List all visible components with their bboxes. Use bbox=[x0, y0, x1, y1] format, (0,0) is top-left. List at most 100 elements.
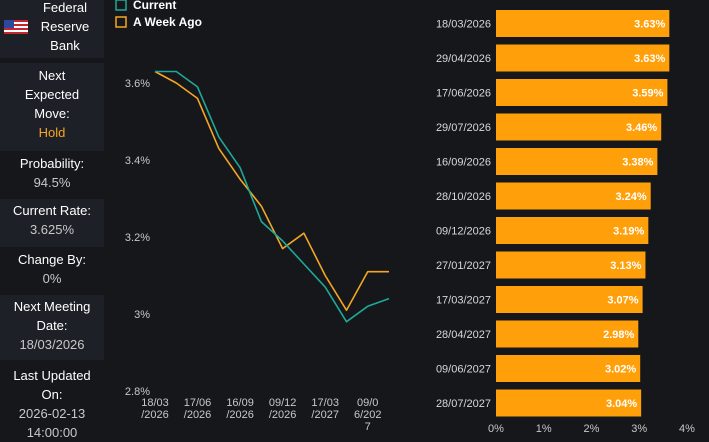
change-by-label: Change By: bbox=[18, 252, 86, 267]
bar-category-label: 28/07/2027 bbox=[436, 398, 491, 410]
line-x-tick-label: 16/09 bbox=[226, 397, 254, 409]
next-meeting-label-2: Date: bbox=[36, 318, 68, 333]
line-y-axis: 3.6% 3.4% 3.2% 3% 2.8% bbox=[125, 78, 150, 398]
change-by-value: 0% bbox=[42, 271, 62, 286]
bar-value-label: 3.19% bbox=[613, 226, 644, 238]
last-updated-label-2: On: bbox=[41, 387, 63, 402]
next-move-label-1: Next bbox=[38, 68, 66, 83]
probability-value: 94.5% bbox=[33, 175, 71, 190]
bar-group: 18/03/2026 3.63% 29/04/2026 3.63% 17/06/2026… bbox=[436, 10, 670, 417]
next-move-label-3: Move: bbox=[34, 106, 70, 121]
probability-label: Probability: bbox=[19, 156, 85, 171]
probability-panel: Probability: 94.5% bbox=[0, 154, 104, 198]
line-x-tick-label: 7 bbox=[365, 421, 371, 433]
bar-value-label: 3.59% bbox=[632, 88, 663, 100]
bank-header: Federal Reserve Bank bbox=[0, 0, 104, 58]
series-line-current[interactable] bbox=[155, 70, 390, 323]
line-x-tick-label: /2027 bbox=[311, 409, 339, 421]
probability-bar[interactable] bbox=[496, 44, 670, 72]
series-line-week-ago[interactable] bbox=[154, 70, 389, 312]
bar-category-label: 16/09/2026 bbox=[436, 157, 491, 169]
bar-category-label: 09/12/2026 bbox=[436, 226, 491, 238]
probability-bar[interactable] bbox=[496, 148, 658, 175]
legend-week-ago-label[interactable]: A Week Ago bbox=[133, 15, 202, 29]
line-x-axis: 18/03/202617/06/202616/09/202609/12/2026… bbox=[141, 397, 381, 433]
probability-bar[interactable] bbox=[496, 113, 662, 141]
change-by-panel: Change By: 0% bbox=[0, 250, 104, 294]
bar-category-label: 17/06/2026 bbox=[436, 88, 491, 100]
bar-value-label: 2.98% bbox=[603, 329, 634, 341]
bar-x-axis: 0% 1% 2% 3% 4% bbox=[488, 423, 695, 435]
current-rate-value: 3.625% bbox=[29, 222, 75, 237]
bar-x-tick-label: 1% bbox=[536, 423, 552, 435]
last-updated-panel: Last Updated On: 2026-02-13 14:00:00 bbox=[0, 366, 104, 440]
bar-category-label: 09/06/2027 bbox=[436, 364, 491, 376]
line-x-tick-label: /2026 bbox=[184, 409, 212, 421]
next-meeting-panel: Next Meeting Date: 18/03/2026 bbox=[0, 295, 104, 360]
line-x-tick-label: /2026 bbox=[269, 409, 297, 421]
next-meeting-label-1: Next Meeting bbox=[13, 299, 91, 314]
bar-x-tick-label: 3% bbox=[631, 423, 647, 435]
probability-bar[interactable] bbox=[496, 182, 651, 210]
next-move-label-2: Expected bbox=[24, 87, 80, 102]
legend-week-ago-swatch[interactable] bbox=[115, 16, 127, 28]
rate-info-sidebar: Federal Reserve Bank Next Expected Move:… bbox=[0, 0, 104, 440]
bar-category-label: 17/03/2027 bbox=[436, 295, 491, 307]
bar-x-tick-label: 4% bbox=[679, 423, 695, 435]
line-y-tick-label: 2.8% bbox=[125, 386, 150, 398]
probability-bar[interactable] bbox=[496, 217, 649, 244]
bar-value-label: 3.38% bbox=[622, 157, 653, 169]
bar-category-label: 29/07/2026 bbox=[436, 122, 491, 134]
last-updated-value-1: 2026-02-13 bbox=[18, 406, 86, 421]
line-x-tick-label: /2026 bbox=[141, 409, 169, 421]
bar-category-label: 28/04/2027 bbox=[436, 329, 491, 341]
line-y-tick-label: 3.6% bbox=[125, 78, 150, 90]
us-flag-icon bbox=[4, 20, 28, 34]
bar-x-tick-label: 2% bbox=[584, 423, 600, 435]
probability-bar[interactable] bbox=[496, 10, 670, 37]
bar-value-label: 3.63% bbox=[634, 53, 665, 65]
legend-current-label[interactable]: Current bbox=[133, 0, 176, 12]
next-move-panel: Next Expected Move: Hold bbox=[0, 63, 104, 151]
current-rate-panel: Current Rate: 3.625% bbox=[0, 199, 104, 247]
bar-category-label: 28/10/2026 bbox=[436, 191, 491, 203]
line-x-tick-label: 6/202 bbox=[354, 409, 382, 421]
bank-name-line3: Bank bbox=[50, 38, 80, 53]
line-x-tick-label: 18/03 bbox=[141, 397, 169, 409]
line-x-tick-label: 09/0 bbox=[357, 397, 378, 409]
legend-current-swatch[interactable] bbox=[115, 0, 127, 11]
last-updated-value-2: 14:00:00 bbox=[26, 425, 78, 440]
line-series-group bbox=[154, 70, 390, 323]
bank-name-line2: Reserve bbox=[40, 19, 90, 34]
line-x-tick-label: 17/06 bbox=[184, 397, 212, 409]
line-y-tick-label: 3.2% bbox=[125, 232, 150, 244]
line-legend[interactable]: Current A Week Ago bbox=[115, 0, 202, 29]
rate-probability-bar-chart: 18/03/2026 3.63% 29/04/2026 3.63% 17/06/2026… bbox=[436, 10, 695, 435]
line-y-tick-label: 3.4% bbox=[125, 155, 150, 167]
probability-bar[interactable] bbox=[496, 320, 639, 348]
bank-name: Federal Reserve Bank bbox=[30, 0, 100, 55]
bar-category-label: 29/04/2026 bbox=[436, 53, 491, 65]
probability-bar[interactable] bbox=[496, 251, 646, 279]
last-updated-label-1: Last Updated bbox=[13, 368, 91, 383]
line-y-tick-label: 3% bbox=[134, 309, 150, 321]
bank-name-line1: Federal bbox=[42, 0, 88, 15]
bar-value-label: 3.46% bbox=[626, 122, 657, 134]
bar-category-label: 27/01/2027 bbox=[436, 260, 491, 272]
bar-x-tick-label: 0% bbox=[488, 423, 504, 435]
bar-value-label: 3.02% bbox=[605, 364, 636, 376]
next-move-value: Hold bbox=[38, 125, 66, 140]
probability-bar[interactable] bbox=[496, 286, 643, 313]
line-x-tick-label: 09/12 bbox=[269, 397, 297, 409]
probability-bar[interactable] bbox=[496, 79, 668, 106]
probability-bar[interactable] bbox=[496, 389, 642, 417]
bar-value-label: 3.07% bbox=[607, 295, 638, 307]
rate-path-line-chart: 3.6%3.4%3.2%3%2.8% 18/03/202617/06/20261… bbox=[115, 0, 390, 433]
line-x-tick-label: 17/03 bbox=[311, 397, 339, 409]
current-rate-label: Current Rate: bbox=[12, 203, 92, 218]
bar-value-label: 3.63% bbox=[634, 19, 665, 31]
probability-bar[interactable] bbox=[496, 355, 641, 382]
bar-category-label: 18/03/2026 bbox=[436, 19, 491, 31]
bar-value-label: 3.24% bbox=[616, 191, 647, 203]
next-meeting-value: 18/03/2026 bbox=[19, 337, 85, 352]
